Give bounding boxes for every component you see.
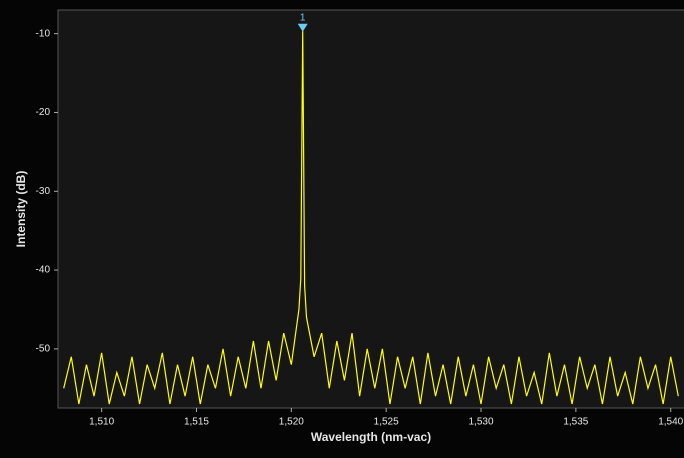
y-tick-label: -20 <box>36 107 51 118</box>
x-tick-label: 1,510 <box>89 417 114 428</box>
y-tick-label: -10 <box>36 28 51 39</box>
x-tick-label: 1,520 <box>279 417 304 428</box>
y-tick-label: -30 <box>36 186 51 197</box>
x-axis-title: Wavelength (nm-vac) <box>311 430 431 444</box>
spectrum-line <box>63 29 679 405</box>
y-tick-label: -40 <box>36 265 51 276</box>
peak-marker <box>297 23 308 32</box>
x-tick-label: 1,525 <box>374 417 399 428</box>
peak-marker-label: 1 <box>300 12 306 23</box>
x-tick-label: 1,515 <box>184 417 209 428</box>
y-axis-title: Intensity (dB) <box>14 171 28 248</box>
x-tick-label: 1,540 <box>658 417 683 428</box>
plot-area <box>57 9 684 409</box>
x-tick-label: 1,535 <box>563 417 588 428</box>
x-tick-label: 1,530 <box>469 417 494 428</box>
y-tick-label: -50 <box>36 344 51 355</box>
plot-content <box>63 29 679 405</box>
